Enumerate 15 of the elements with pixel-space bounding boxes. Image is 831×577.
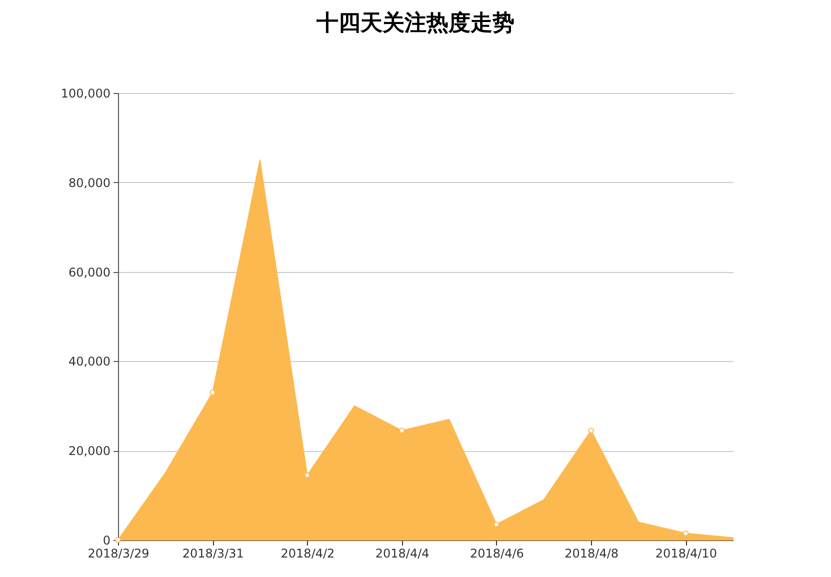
y-tick-label: 0 bbox=[102, 534, 110, 548]
x-tick-label: 2018/3/29 bbox=[88, 546, 150, 560]
y-tick-label: 100,000 bbox=[60, 86, 110, 100]
x-tick-label: 2018/4/4 bbox=[375, 546, 430, 560]
y-tick-label: 40,000 bbox=[68, 354, 110, 369]
y-tick-label: 60,000 bbox=[68, 265, 110, 280]
y-tick-label: 80,000 bbox=[68, 176, 110, 190]
chart-title: 十四天关注热度走势 bbox=[316, 10, 514, 36]
x-tick-label: 2018/3/31 bbox=[182, 546, 244, 560]
x-tick-label: 2018/4/8 bbox=[564, 546, 619, 560]
y-tick-label: 20,000 bbox=[68, 444, 110, 458]
point bbox=[588, 428, 594, 434]
x-tick-label: 2018/4/2 bbox=[280, 546, 335, 560]
x-tick-label: 2018/4/6 bbox=[470, 546, 524, 560]
x-tick-label: 2018/4/10 bbox=[655, 546, 717, 560]
